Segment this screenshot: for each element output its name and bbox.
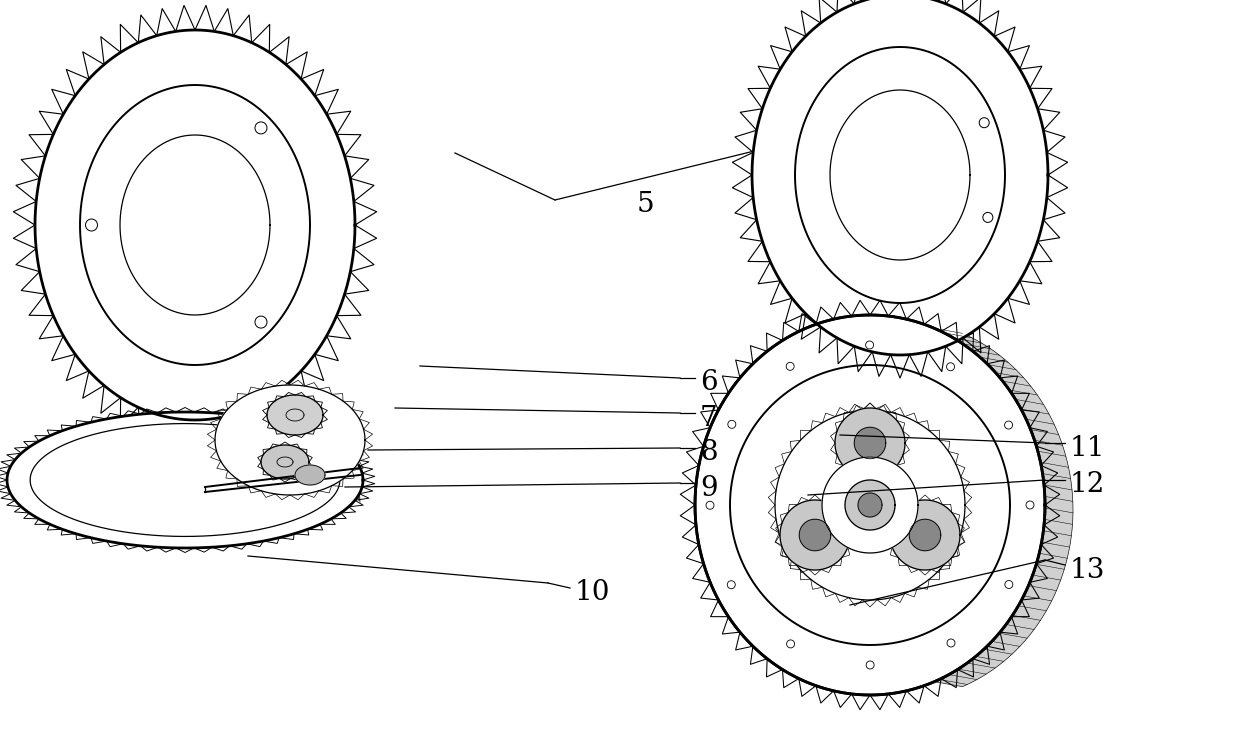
Text: 13: 13 bbox=[1070, 556, 1105, 583]
Text: 9: 9 bbox=[701, 474, 718, 502]
Polygon shape bbox=[267, 395, 322, 435]
Polygon shape bbox=[844, 480, 895, 530]
Polygon shape bbox=[858, 493, 882, 517]
Polygon shape bbox=[909, 519, 941, 550]
Polygon shape bbox=[694, 315, 1045, 695]
Circle shape bbox=[983, 212, 993, 223]
Text: 12: 12 bbox=[1070, 472, 1105, 499]
Polygon shape bbox=[830, 90, 970, 260]
Polygon shape bbox=[35, 30, 355, 420]
Circle shape bbox=[1004, 421, 1013, 429]
Polygon shape bbox=[260, 445, 309, 479]
Text: 11: 11 bbox=[1070, 434, 1106, 461]
Circle shape bbox=[786, 362, 794, 370]
Circle shape bbox=[946, 363, 955, 371]
Circle shape bbox=[728, 581, 735, 588]
Polygon shape bbox=[775, 410, 965, 600]
Circle shape bbox=[1004, 580, 1013, 588]
Polygon shape bbox=[800, 519, 831, 550]
Polygon shape bbox=[7, 412, 363, 548]
Circle shape bbox=[786, 640, 795, 648]
Text: 6: 6 bbox=[701, 369, 718, 396]
Polygon shape bbox=[854, 427, 885, 458]
Polygon shape bbox=[215, 385, 365, 495]
Circle shape bbox=[1025, 501, 1034, 509]
Polygon shape bbox=[822, 457, 918, 553]
Circle shape bbox=[86, 219, 98, 231]
Polygon shape bbox=[780, 500, 849, 570]
Polygon shape bbox=[835, 408, 905, 478]
Circle shape bbox=[255, 122, 267, 134]
Polygon shape bbox=[890, 500, 960, 570]
Circle shape bbox=[706, 502, 714, 510]
Text: 7: 7 bbox=[701, 404, 718, 431]
Circle shape bbox=[947, 639, 955, 647]
Polygon shape bbox=[120, 135, 270, 315]
Circle shape bbox=[866, 341, 874, 349]
Polygon shape bbox=[295, 465, 325, 485]
Text: 5: 5 bbox=[637, 191, 655, 218]
Circle shape bbox=[980, 118, 990, 128]
Circle shape bbox=[866, 661, 874, 669]
Text: 10: 10 bbox=[575, 580, 610, 607]
Text: 8: 8 bbox=[701, 439, 718, 466]
Circle shape bbox=[255, 316, 267, 328]
Circle shape bbox=[728, 420, 735, 429]
Polygon shape bbox=[935, 328, 1073, 687]
Polygon shape bbox=[751, 0, 1048, 355]
